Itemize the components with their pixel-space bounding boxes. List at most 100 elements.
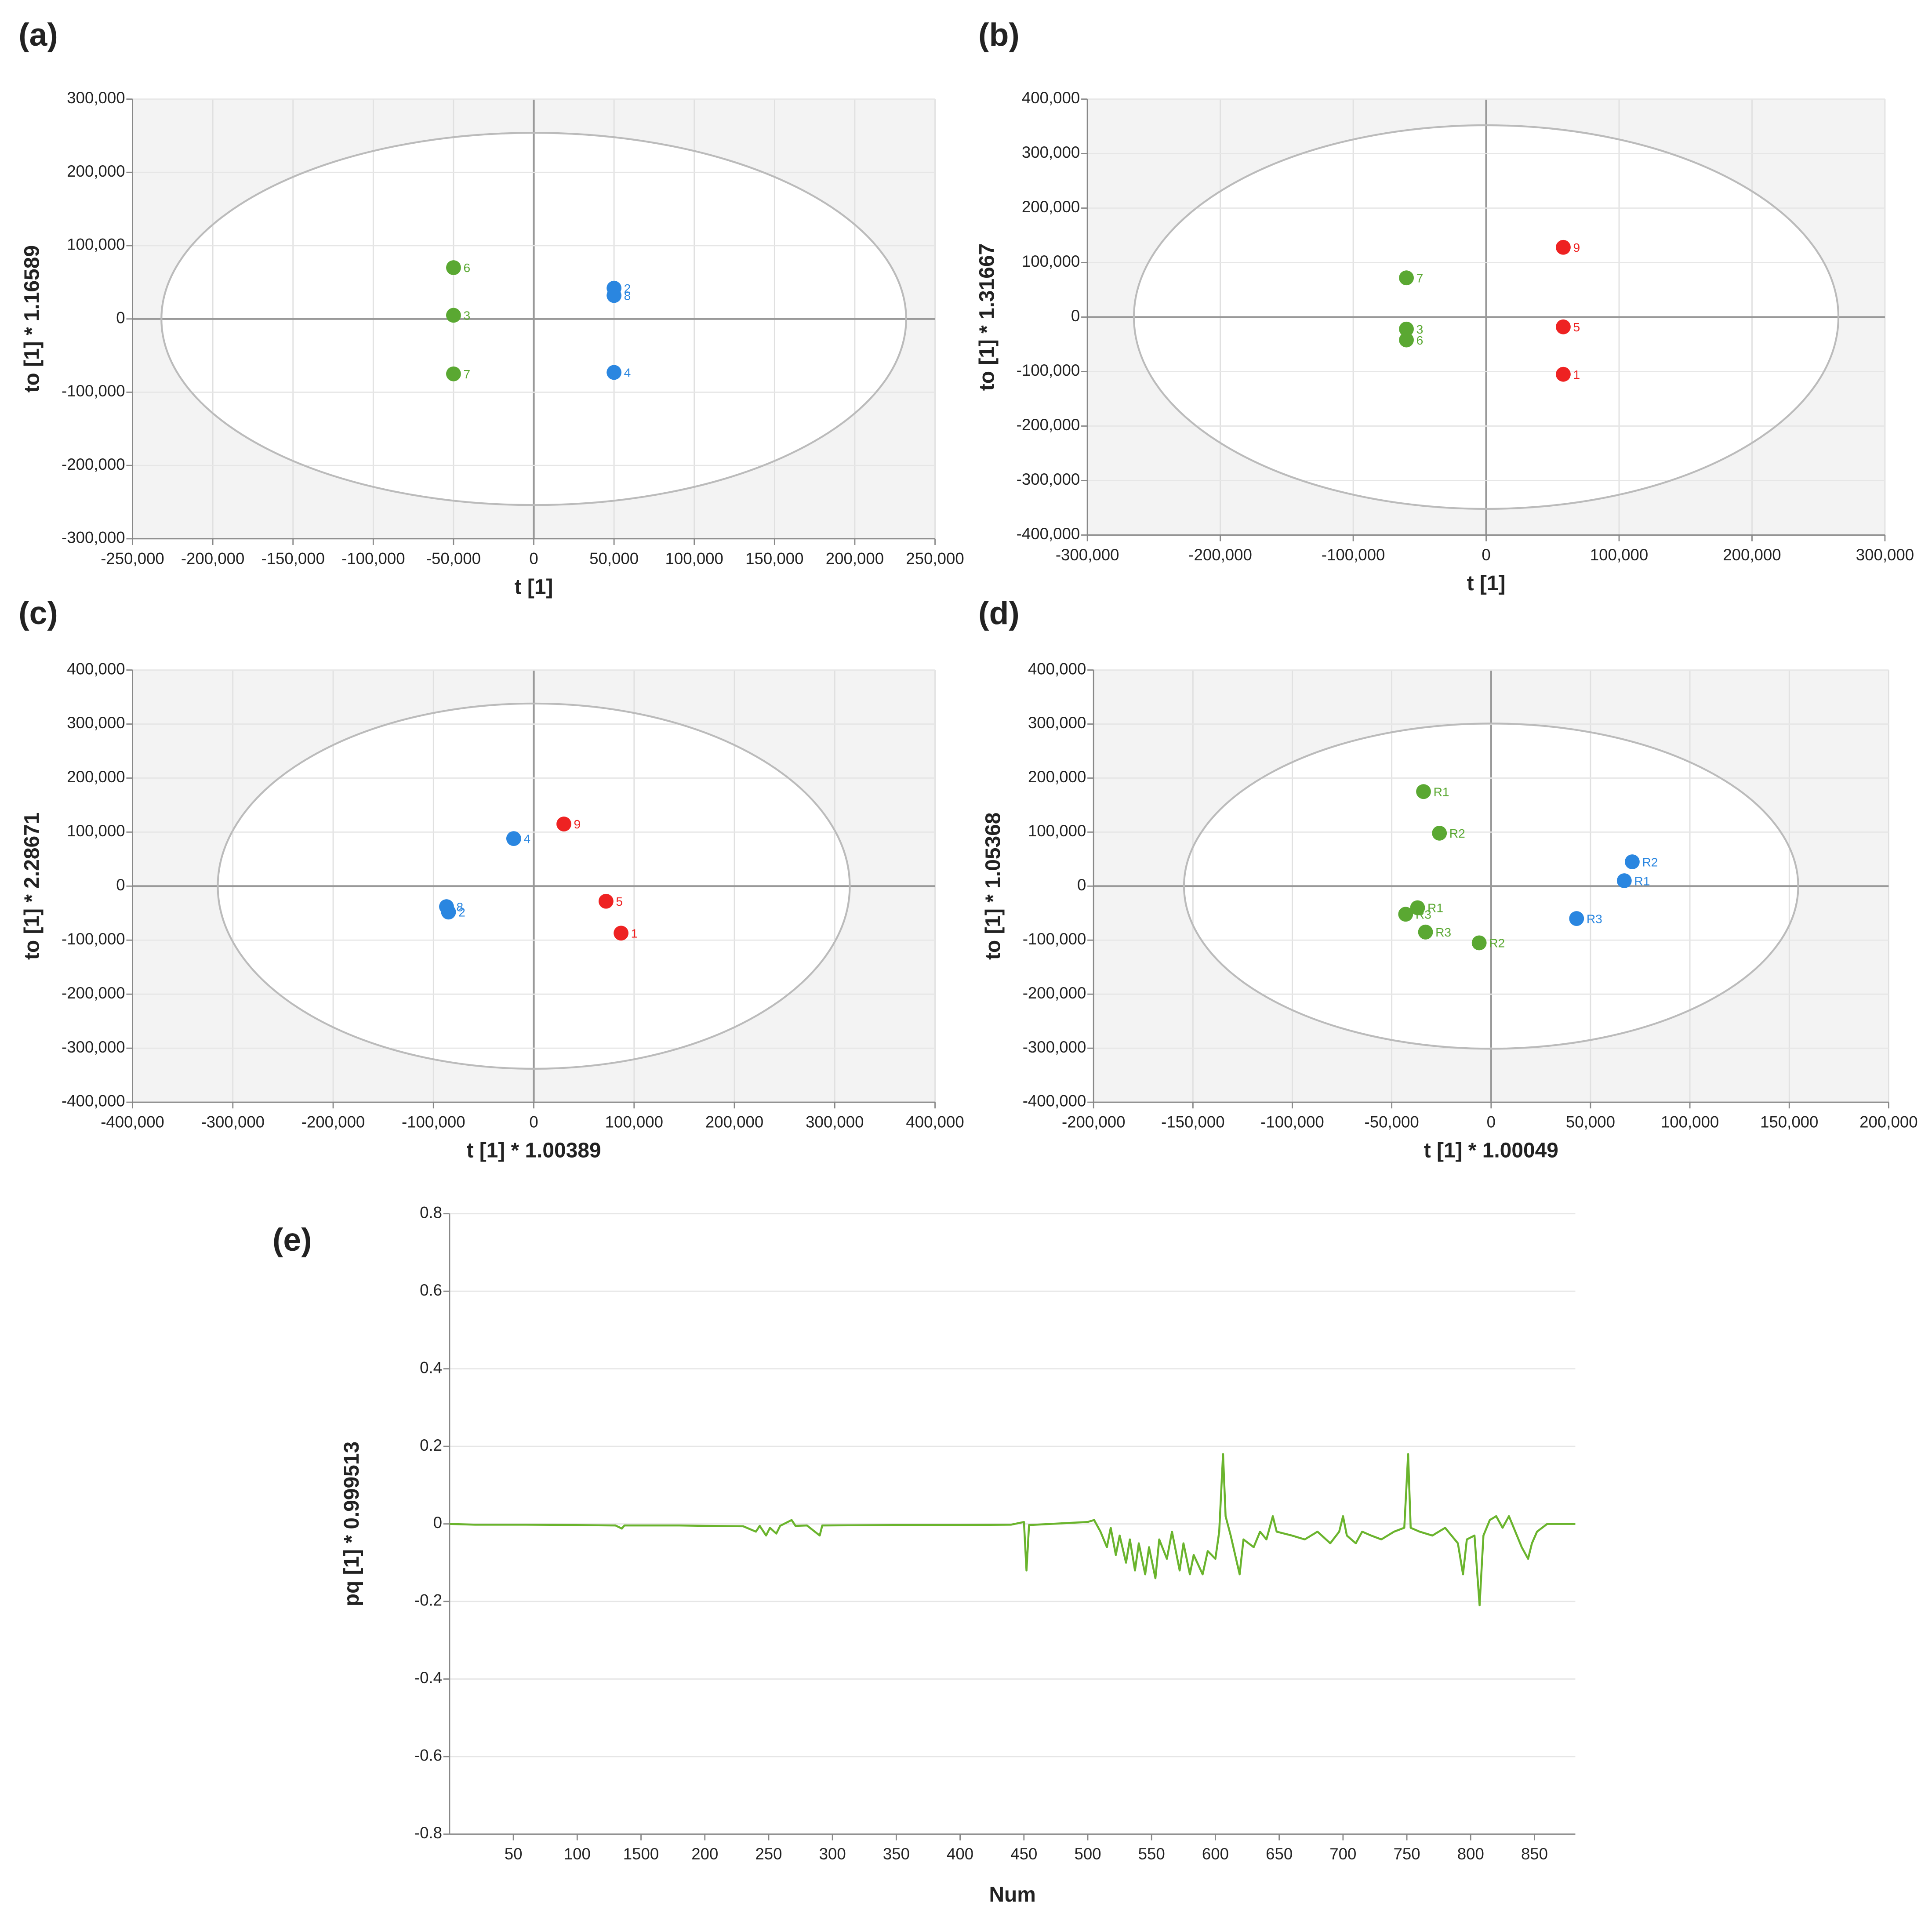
x-axis-title: t [1] * 1.00049 xyxy=(1424,1139,1558,1162)
point xyxy=(1418,924,1433,940)
x-tick-label: 200,000 xyxy=(1723,546,1781,564)
panel-label: (b) xyxy=(978,17,1020,53)
x-tick-label: 50 xyxy=(505,1845,523,1863)
x-tick-label: -100,000 xyxy=(1322,546,1385,564)
point xyxy=(556,817,571,831)
y-tick-label: -400,000 xyxy=(62,1092,125,1110)
x-tick-label: 750 xyxy=(1394,1845,1420,1863)
x-tick-label: -100,000 xyxy=(1260,1113,1324,1131)
x-tick-label: 50,000 xyxy=(1566,1113,1615,1131)
y-axis-title: to [1] * 1.31667 xyxy=(975,243,999,391)
point-label: 8 xyxy=(456,900,463,914)
point-label: 4 xyxy=(624,366,631,380)
y-tick-label: -100,000 xyxy=(62,382,125,400)
y-tick-label: 0 xyxy=(1071,307,1080,325)
point-label: 6 xyxy=(463,261,470,275)
point-label: R3 xyxy=(1416,908,1431,922)
point-label: R1 xyxy=(1634,874,1650,888)
x-tick-label: -200,000 xyxy=(301,1113,365,1131)
point xyxy=(1398,907,1413,922)
y-tick-label: -300,000 xyxy=(62,529,125,547)
point-label: 5 xyxy=(1573,320,1580,334)
x-tick-label: 150,000 xyxy=(1760,1113,1818,1131)
point xyxy=(446,308,461,323)
y-tick-label: 200,000 xyxy=(67,162,125,180)
y-tick-label: -400,000 xyxy=(1023,1092,1086,1110)
point xyxy=(1432,825,1447,841)
y-tick-label: 300,000 xyxy=(1022,143,1080,161)
x-tick-label: 200,000 xyxy=(705,1113,763,1131)
y-tick-label: -200,000 xyxy=(62,984,125,1002)
y-tick-label: -0.8 xyxy=(414,1824,442,1842)
y-tick-label: 400,000 xyxy=(1028,660,1086,678)
point-label: R2 xyxy=(1449,826,1465,840)
x-tick-label: -50,000 xyxy=(426,549,481,567)
point-label: 2 xyxy=(624,281,631,295)
y-tick-label: 100,000 xyxy=(1022,252,1080,270)
point-label: 3 xyxy=(1416,322,1424,336)
point-label: R2 xyxy=(1489,936,1505,950)
x-tick-label: -50,000 xyxy=(1365,1113,1419,1131)
x-tick-label: 250,000 xyxy=(906,549,964,567)
point xyxy=(441,904,456,920)
confidence-ellipse xyxy=(217,702,851,1070)
x-tick-label: -150,000 xyxy=(1161,1113,1225,1131)
y-tick-label: -100,000 xyxy=(1023,930,1086,948)
spectrum-line xyxy=(449,1453,1576,1607)
x-tick-label: 400 xyxy=(947,1845,973,1863)
point-label: 9 xyxy=(574,817,581,831)
point-label: 8 xyxy=(624,289,631,303)
y-tick-label: -400,000 xyxy=(1017,525,1080,543)
y-axis-title: to [1] * 1.05368 xyxy=(981,813,1005,960)
confidence-ellipse xyxy=(160,132,907,506)
point xyxy=(1556,240,1571,255)
y-tick-label: 300,000 xyxy=(67,714,125,732)
point xyxy=(1416,784,1431,799)
point-label: 5 xyxy=(616,894,623,908)
panel-label: (e) xyxy=(272,1222,312,1258)
x-tick-label: 100,000 xyxy=(605,1113,663,1131)
point xyxy=(598,893,614,909)
point xyxy=(1616,873,1632,888)
point xyxy=(1556,367,1571,382)
point-label: 2 xyxy=(458,905,465,919)
point-label: 7 xyxy=(1416,271,1424,285)
x-tick-label: 200 xyxy=(691,1845,718,1863)
x-tick-label: -150,000 xyxy=(261,549,325,567)
point xyxy=(1569,911,1584,926)
point-label: R3 xyxy=(1587,911,1602,926)
x-tick-label: 650 xyxy=(1266,1845,1293,1863)
y-axis-title: pq [1] * 0.999513 xyxy=(340,1441,363,1606)
point xyxy=(606,288,622,303)
y-tick-label: -200,000 xyxy=(62,455,125,473)
x-tick-label: 550 xyxy=(1138,1845,1165,1863)
x-tick-label: 250 xyxy=(755,1845,782,1863)
point xyxy=(506,831,521,846)
y-tick-label: 0.8 xyxy=(420,1203,442,1221)
y-tick-label: -0.2 xyxy=(414,1591,442,1609)
point xyxy=(1399,332,1414,348)
point-label: 1 xyxy=(631,926,638,940)
point-label: R2 xyxy=(1642,855,1658,869)
x-tick-label: -200,000 xyxy=(1188,546,1252,564)
x-tick-label: -400,000 xyxy=(101,1113,164,1131)
point-label: 1 xyxy=(1573,367,1580,381)
point xyxy=(1410,900,1425,915)
point-label: 3 xyxy=(463,309,470,323)
panel-label: (c) xyxy=(18,595,58,631)
x-tick-label: 1500 xyxy=(623,1845,659,1863)
y-tick-label: -100,000 xyxy=(62,930,125,948)
y-tick-label: -0.6 xyxy=(414,1746,442,1764)
y-tick-label: 400,000 xyxy=(67,660,125,678)
point-label: 7 xyxy=(463,367,470,381)
x-tick-label: 100 xyxy=(564,1845,591,1863)
x-tick-label: 850 xyxy=(1521,1845,1548,1863)
x-tick-label: -100,000 xyxy=(341,549,405,567)
y-axis-title: to [1] * 2.28671 xyxy=(21,813,44,960)
y-tick-label: 0 xyxy=(116,876,125,894)
x-tick-label: 700 xyxy=(1329,1845,1356,1863)
y-tick-label: 0.4 xyxy=(420,1358,442,1376)
x-tick-label: 100,000 xyxy=(665,549,723,567)
y-tick-label: 200,000 xyxy=(1028,768,1086,786)
